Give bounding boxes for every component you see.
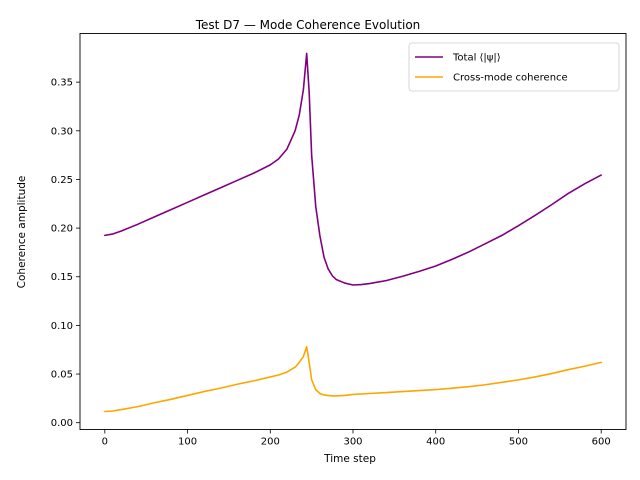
legend: Total ⟨|ψ|⟩ Cross-mode coherence [408, 42, 620, 92]
y-tick-label: 0.35 [51, 78, 73, 89]
series-line-total [104, 52, 602, 286]
series-line-cross-mode [104, 345, 602, 413]
y-tick-label: 0.05 [51, 370, 73, 381]
legend-entry-label: Cross-mode coherence [453, 73, 568, 84]
y-tick-label: 0.00 [51, 418, 73, 429]
y-tick-label: 0.30 [51, 126, 73, 137]
x-axis: 0 100 200 300 400 500 600 [102, 429, 611, 448]
x-tick-label: 0 [102, 437, 108, 448]
y-tick-label: 0.20 [51, 224, 73, 235]
x-tick-label: 300 [343, 437, 362, 448]
x-tick-label: 100 [178, 437, 197, 448]
y-axis-label: Coherence amplitude [16, 176, 28, 289]
y-tick-label: 0.25 [51, 175, 73, 186]
y-tick-label: 0.10 [51, 321, 73, 332]
legend-box [408, 42, 620, 92]
x-tick-label: 200 [261, 437, 280, 448]
y-tick-label: 0.15 [51, 272, 73, 283]
legend-entry-label: Total ⟨|ψ|⟩ [452, 53, 501, 64]
x-tick-label: 600 [592, 437, 611, 448]
x-axis-label: Time step [323, 453, 376, 465]
chart-title: Test D7 — Mode Coherence Evolution [195, 18, 421, 32]
x-tick-label: 500 [509, 437, 528, 448]
y-axis: 0.00 0.05 0.10 0.15 0.20 0.25 0.30 0.35 [51, 78, 80, 429]
x-tick-label: 400 [426, 437, 445, 448]
plot-area [104, 52, 602, 413]
